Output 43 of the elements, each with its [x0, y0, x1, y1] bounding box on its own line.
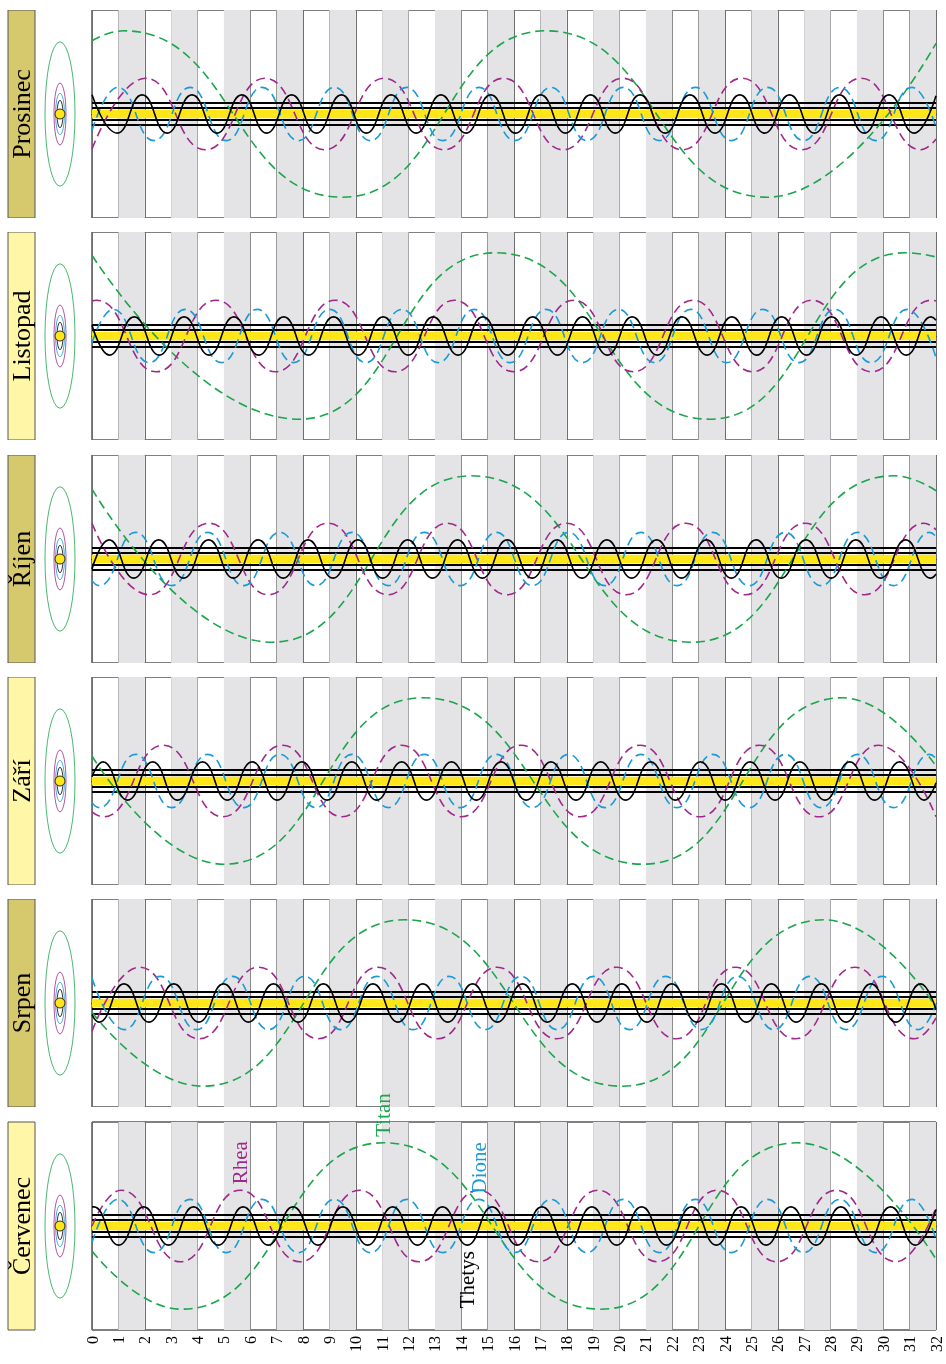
x-tick-label: 8	[294, 1335, 312, 1344]
x-tick-label: 18	[558, 1335, 576, 1352]
x-tick-label: 13	[426, 1335, 444, 1352]
x-tick-label: 21	[637, 1335, 655, 1352]
x-tick-label: 32	[927, 1335, 945, 1352]
x-tick-label: 9	[320, 1335, 338, 1344]
x-tick-label: 29	[848, 1335, 866, 1352]
x-tick-label: 31	[901, 1335, 919, 1352]
x-tick-label: 12	[400, 1335, 417, 1352]
x-tick-label: 24	[716, 1335, 734, 1352]
text: Rhea	[228, 1139, 253, 1184]
x-tick-label: 1	[109, 1335, 127, 1344]
text: Říjen	[7, 530, 36, 587]
x-tick-label: 23	[690, 1335, 708, 1352]
x-tick-label: 17	[531, 1335, 549, 1352]
x-tick-label: 22	[663, 1335, 681, 1352]
x-tick-label: 26	[769, 1335, 787, 1352]
x-tick-label: 20	[611, 1335, 628, 1352]
x-tick-label: 14	[452, 1335, 470, 1352]
text: Dione	[466, 1141, 491, 1193]
x-tick-label: 2	[136, 1335, 154, 1344]
x-tick-label: 0	[83, 1335, 101, 1344]
x-tick-label: 5	[215, 1335, 233, 1344]
x-tick-label: 4	[189, 1335, 206, 1344]
text: Listopad	[7, 290, 36, 382]
text: Titan	[371, 1092, 396, 1137]
text: Srpen	[7, 972, 36, 1034]
x-tick-label: 28	[822, 1335, 839, 1352]
x-tick-label: 25	[742, 1335, 760, 1352]
x-tick-label: 15	[479, 1335, 497, 1352]
x-tick-label: 30	[874, 1335, 892, 1352]
text: Září	[7, 759, 36, 803]
x-tick-label: 7	[268, 1335, 286, 1344]
text: Prosinec	[7, 69, 36, 159]
x-tick-label: 16	[505, 1335, 523, 1352]
x-tick-label: 19	[584, 1335, 602, 1352]
text: Červenec	[7, 1176, 36, 1275]
x-tick-label: 10	[347, 1335, 365, 1352]
x-tick-label: 27	[795, 1335, 813, 1352]
x-tick-label: 3	[162, 1335, 180, 1344]
text: Thetys	[455, 1250, 480, 1308]
x-tick-label: 11	[373, 1335, 391, 1351]
x-tick-label: 6	[241, 1335, 259, 1344]
